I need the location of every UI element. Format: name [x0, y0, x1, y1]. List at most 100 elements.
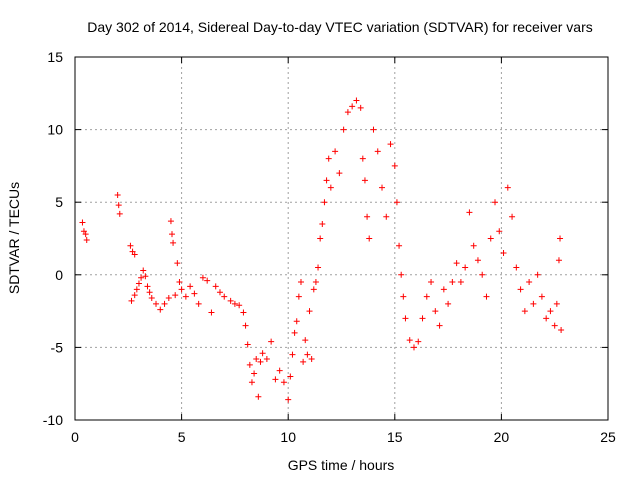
data-point-plus: [300, 358, 307, 365]
data-point-plus: [272, 376, 279, 383]
data-point-plus: [315, 264, 322, 271]
data-point-plus: [419, 315, 426, 322]
x-tick-label: 25: [600, 429, 616, 445]
data-point-plus: [432, 308, 439, 315]
data-point-plus: [487, 235, 494, 242]
data-point-plus: [285, 396, 292, 403]
data-point-plus: [257, 358, 264, 365]
data-point-plus: [496, 228, 503, 235]
data-point-plus: [555, 257, 562, 264]
data-point-plus: [115, 202, 122, 209]
data-point-plus: [133, 286, 140, 293]
data-point-plus: [361, 177, 368, 184]
data-point-plus: [302, 337, 309, 344]
data-point-plus: [79, 219, 86, 226]
data-point-plus: [153, 300, 160, 307]
data-point-plus: [387, 141, 394, 148]
data-point-plus: [364, 213, 371, 220]
data-point-plus: [167, 218, 174, 225]
data-point-plus: [161, 300, 168, 307]
data-point-plus: [293, 318, 300, 325]
data-point-plus: [383, 213, 390, 220]
data-point-plus: [547, 308, 554, 315]
data-point-plus: [393, 199, 400, 206]
data-point-plus: [349, 103, 356, 110]
data-point-plus: [182, 293, 189, 300]
x-tick-label: 20: [494, 429, 510, 445]
data-point-plus: [310, 286, 317, 293]
data-point-plus: [325, 155, 332, 162]
data-point-plus: [135, 280, 142, 287]
grid-lines: [75, 57, 608, 420]
data-point-plus: [440, 286, 447, 293]
data-point-plus: [242, 322, 249, 329]
data-point-plus: [253, 356, 260, 363]
data-point-plus: [504, 184, 511, 191]
data-point-plus: [370, 126, 377, 133]
data-point-plus: [312, 279, 319, 286]
data-point-plus: [212, 283, 219, 290]
data-point-plus: [336, 170, 343, 177]
data-point-plus: [344, 109, 351, 116]
data-point-plus: [244, 341, 251, 348]
y-tick-label: 15: [47, 49, 63, 65]
data-point-plus: [178, 286, 185, 293]
chart-title: Day 302 of 2014, Sidereal Day-to-day VTE…: [87, 19, 593, 35]
data-point-plus: [165, 295, 172, 302]
data-point-plus: [144, 283, 151, 290]
data-point-plus: [470, 242, 477, 249]
data-point-plus: [306, 308, 313, 315]
data-point-plus: [148, 295, 155, 302]
data-point-plus: [391, 162, 398, 169]
data-point-plus: [327, 184, 334, 191]
data-point-plus: [259, 350, 266, 357]
data-point-plus: [127, 242, 134, 249]
data-point-plus: [323, 177, 330, 184]
data-point-plus: [236, 302, 243, 309]
data-point-plus: [131, 292, 138, 299]
data-point-plus: [396, 242, 403, 249]
x-axis-label: GPS time / hours: [288, 457, 395, 473]
data-point-plus: [513, 264, 520, 271]
data-point-plus: [332, 148, 339, 155]
data-point-plus: [526, 279, 533, 286]
data-point-plus: [340, 126, 347, 133]
data-point-plus: [131, 251, 138, 258]
data-point-plus: [114, 191, 121, 198]
data-point-plus: [406, 337, 413, 344]
data-point-plus: [453, 260, 460, 267]
y-tick-labels: -10 -5 0 5 10 15: [43, 49, 63, 428]
data-point-plus: [534, 271, 541, 278]
data-point-plus: [462, 264, 469, 271]
data-point-plus: [517, 286, 524, 293]
data-point-plus: [304, 351, 311, 358]
data-point-plus: [353, 97, 360, 104]
data-point-plus: [116, 210, 123, 217]
data-point-plus: [248, 379, 255, 386]
data-point-plus: [221, 293, 228, 300]
data-point-plus: [359, 155, 366, 162]
data-point-plus: [357, 104, 364, 111]
data-point-plus: [251, 370, 258, 377]
data-point-plus: [551, 322, 558, 329]
data-point-plus: [319, 220, 326, 227]
data-point-plus: [289, 351, 296, 358]
data-point-plus: [410, 344, 417, 351]
data-point-plus: [199, 274, 206, 281]
x-tick-label: 0: [71, 429, 79, 445]
data-point-plus: [428, 279, 435, 286]
data-point-plus: [423, 293, 430, 300]
data-point-plus: [291, 329, 298, 336]
data-point-plus: [558, 326, 565, 333]
data-point-plus: [557, 235, 564, 242]
data-point-plus: [295, 293, 302, 300]
x-tick-labels: 0 5 10 15 20 25: [71, 429, 616, 445]
data-point-plus: [140, 267, 147, 274]
data-point-plus: [400, 293, 407, 300]
data-point-plus: [297, 279, 304, 286]
data-points: [79, 97, 565, 403]
data-point-plus: [128, 297, 135, 304]
data-point-plus: [474, 257, 481, 264]
data-point-plus: [308, 356, 315, 363]
